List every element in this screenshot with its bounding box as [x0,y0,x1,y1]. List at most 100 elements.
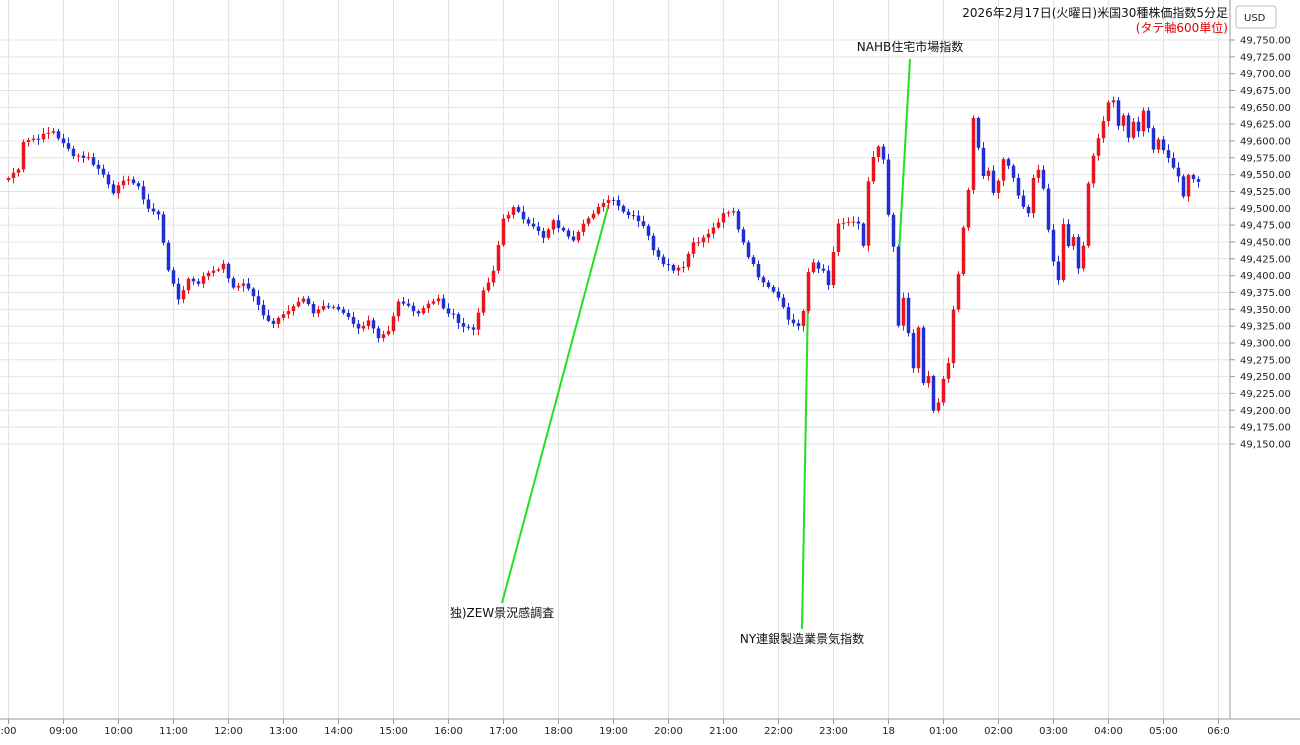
candle-body [101,168,106,175]
candle-body [371,320,376,329]
candle [556,214,561,233]
candle-body [296,301,301,307]
candle-body [216,269,221,271]
candle [66,137,71,152]
candle-body [661,256,666,265]
candle [251,287,256,302]
candle-body [926,375,931,384]
candle [106,171,111,189]
candle-body [621,205,626,212]
candle-body [1136,121,1141,132]
candle-body [206,272,211,277]
candle [991,165,996,196]
candle [411,302,416,317]
candle-body [771,286,776,292]
candle [566,228,571,240]
candle-body [851,221,856,223]
candle [481,287,486,316]
y-tick-label: 49,675.00 [1240,86,1291,97]
candle-body [1171,157,1176,168]
candle-body [346,312,351,317]
candle-body [811,262,816,273]
candle-body [966,189,971,228]
candle [1066,219,1071,248]
candle-body [1006,159,1011,166]
candle [266,309,271,323]
candle [276,316,281,329]
candle-body [406,303,411,306]
candle [346,309,351,320]
x-tick-label: 11:00 [159,726,188,737]
candle-body [326,305,331,308]
candle [796,319,801,331]
candle [1136,116,1141,137]
candle [1151,125,1156,154]
candle [341,306,346,315]
candle-body [1101,121,1106,139]
candle-body [1056,261,1061,281]
x-tick-label: 18:00 [544,726,573,737]
candle-body [401,301,406,304]
candle [1081,241,1086,272]
candle [666,258,671,271]
candle-body [26,140,31,143]
candle [801,308,806,332]
candle [1166,144,1171,163]
candle-body [351,316,356,324]
candle [166,240,171,272]
candle-body [516,207,521,212]
candle-body [151,208,156,212]
candle-body [951,309,956,364]
candle [271,318,276,329]
candle-body [986,170,991,177]
x-tick-label: 15:00 [379,726,408,737]
candle [836,219,841,257]
candle [446,303,451,317]
candle-body [471,327,476,330]
candle [926,370,931,388]
candle [541,227,546,244]
candle-body [1011,165,1016,178]
candle [156,209,161,220]
candle-body [1131,121,1136,138]
candle [601,198,606,212]
candle-body [131,179,136,184]
candle [61,133,66,148]
candle [476,308,481,336]
candle-body [381,334,386,339]
candle-body [226,263,231,279]
candle-body [81,155,86,158]
candle-body [1181,176,1186,197]
candle [111,180,116,196]
candle [1156,137,1161,154]
candle [26,137,31,147]
candle [131,176,136,186]
candle [586,216,591,227]
candle [846,217,851,226]
candle-body [1121,115,1126,126]
candle [1196,176,1201,188]
candle [751,254,756,267]
candle-body [61,138,66,144]
candle-body [996,180,1001,193]
candle [746,240,751,260]
y-tick-label: 49,450.00 [1240,237,1291,248]
candle-body [261,304,266,316]
candle [336,303,341,312]
candle-body [96,164,101,169]
candle-body [571,236,576,241]
candle-body [331,306,336,308]
candle-body [281,314,286,318]
candle-body [1166,150,1171,158]
y-tick-label: 49,150.00 [1240,439,1291,450]
candle [1041,165,1046,191]
candle [536,221,541,236]
candle [76,153,81,162]
candle [46,126,51,139]
y-tick-label: 49,625.00 [1240,120,1291,131]
candle [1101,116,1106,143]
candle [1111,96,1116,108]
candle-body [531,223,536,227]
candle-body [506,214,511,219]
candle-body [1081,245,1086,269]
